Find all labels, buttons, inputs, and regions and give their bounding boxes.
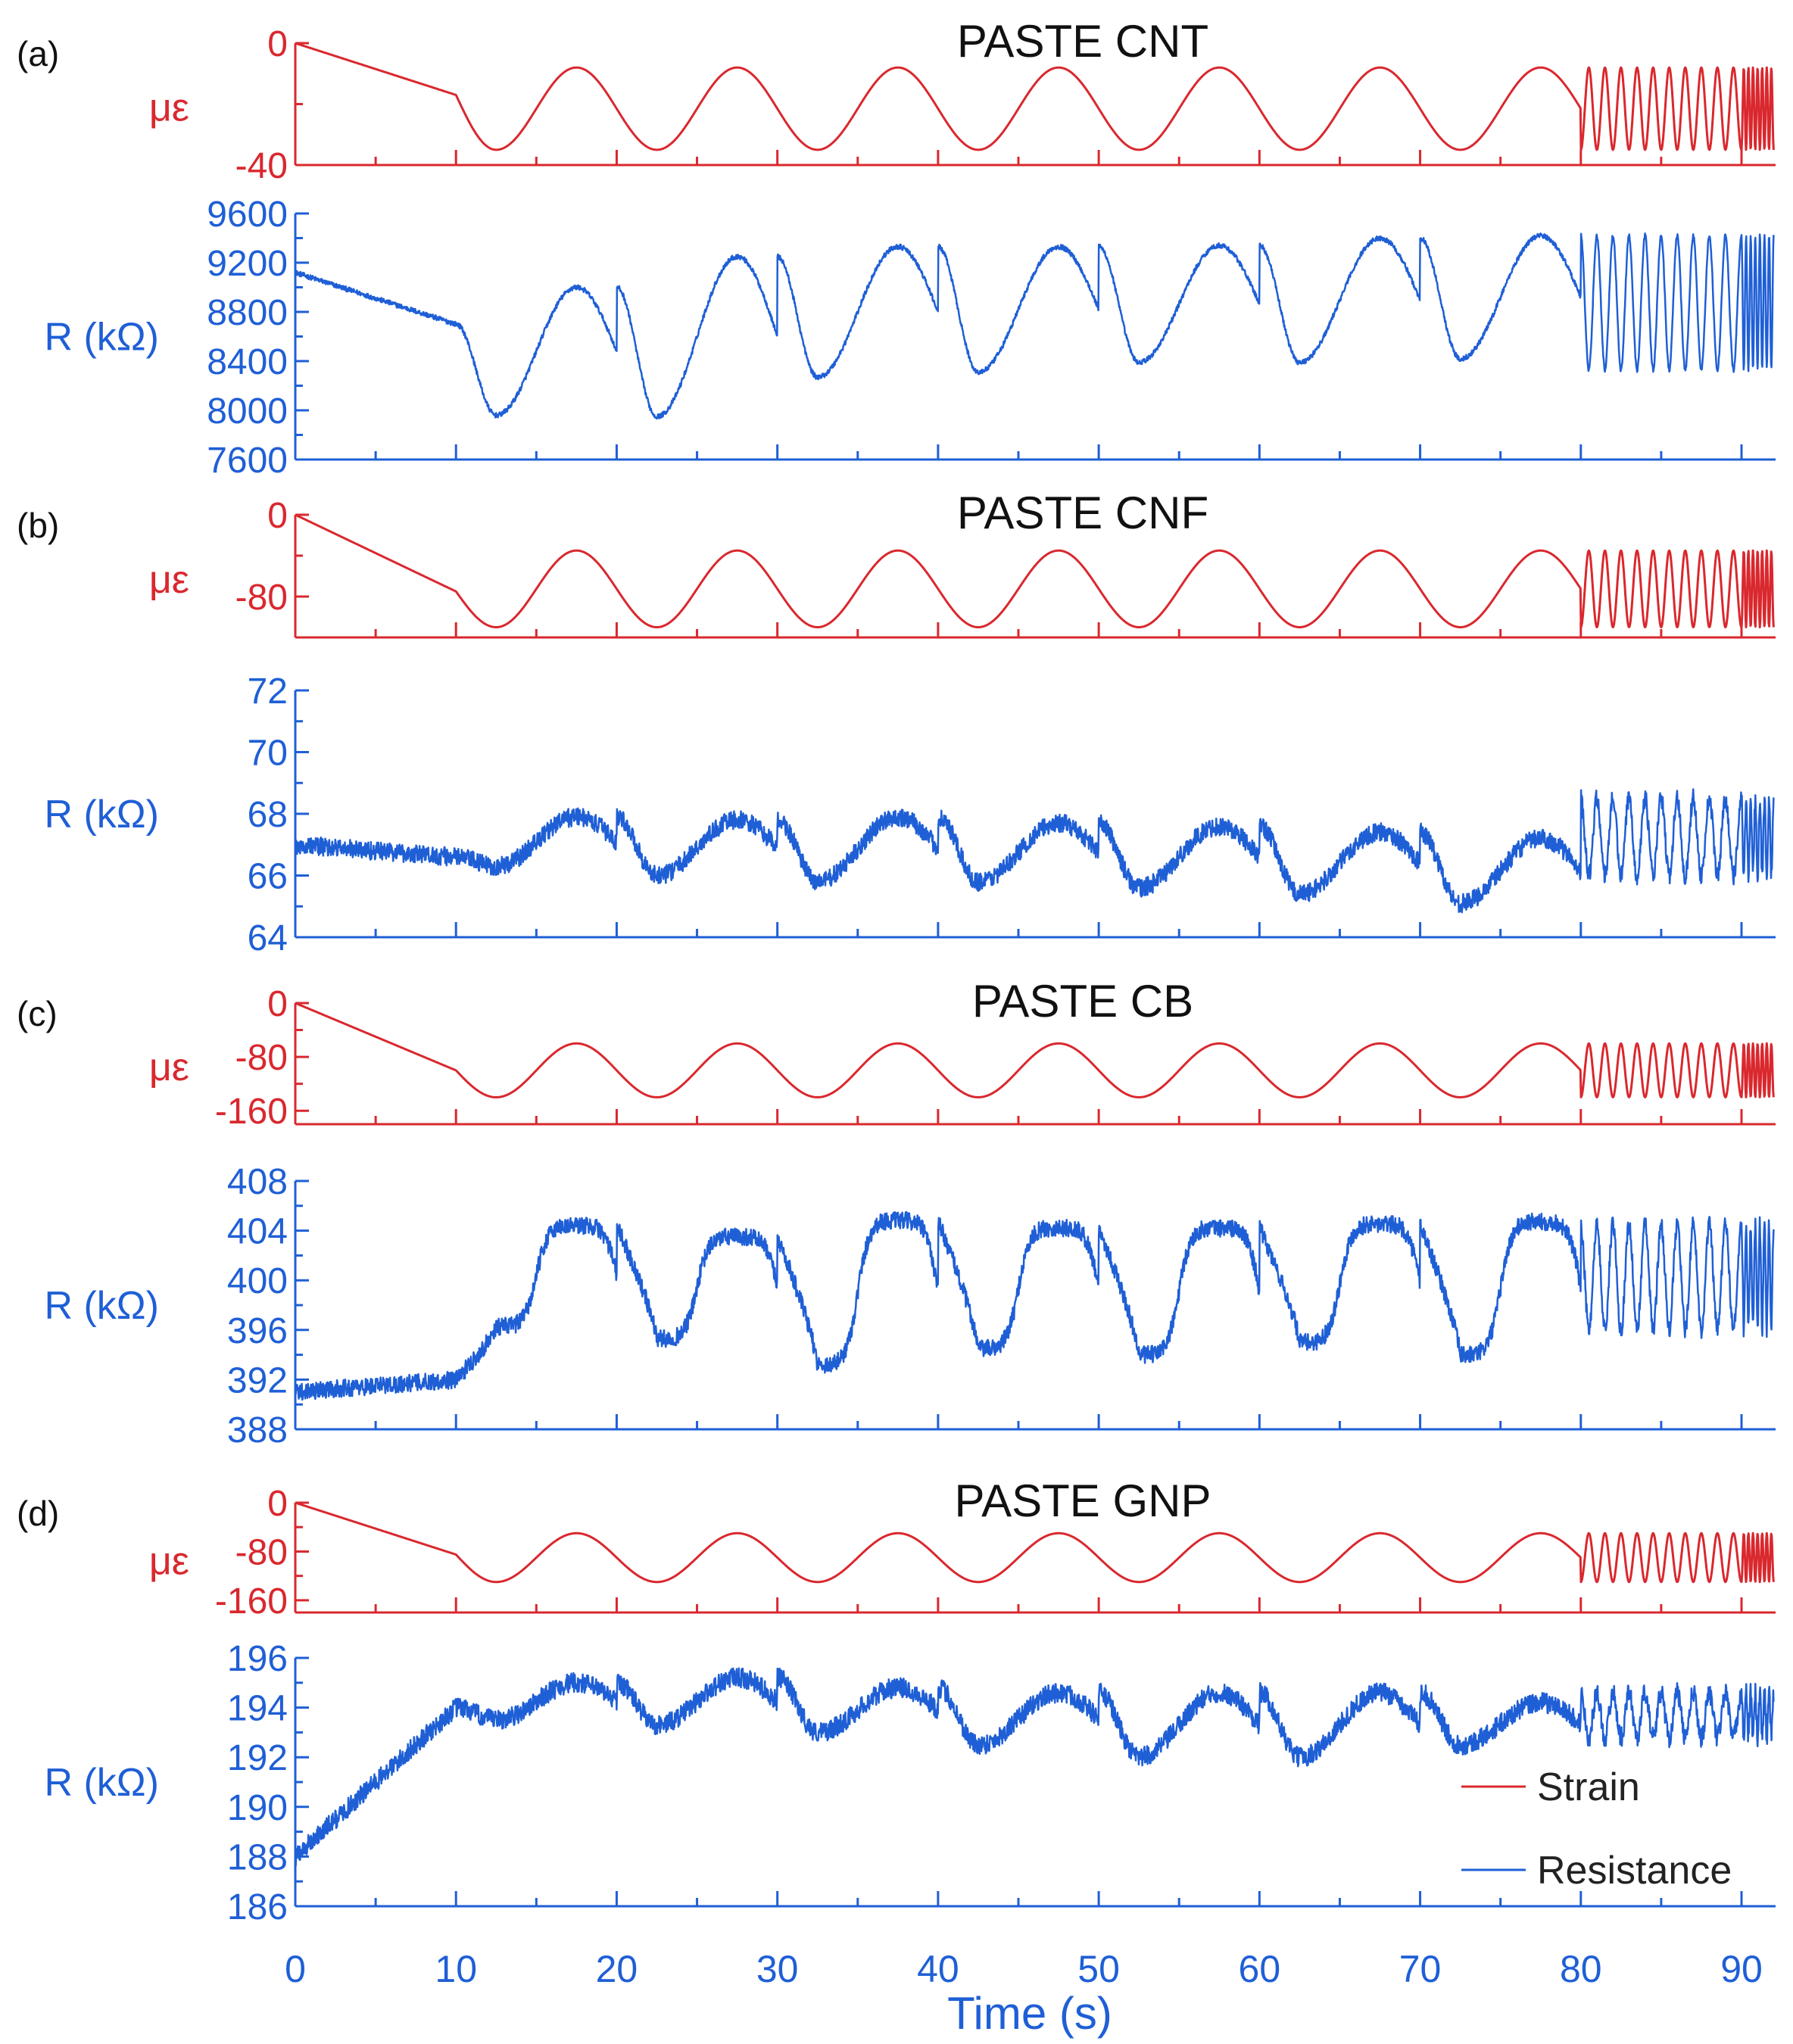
panel-c-resistance-series [294, 1211, 1775, 1401]
panel-b-resistance-y-tick-label: 70 [248, 734, 288, 774]
panel-c-strain-ylabel: με [149, 1045, 189, 1089]
panel-c-resistance-ylabel: R (kΩ) [44, 1284, 159, 1328]
panel-a-strain-y-tick-label: 0 [267, 24, 288, 64]
legend-resistance-label: Resistance [1537, 1849, 1732, 1893]
panel-a-resistance-y-tick-label: 8000 [207, 391, 288, 432]
x-tick-label: 90 [1720, 1948, 1763, 1990]
panel-d-strain-ylabel: με [149, 1540, 189, 1584]
panel-c-resistance-y-tick-label: 388 [227, 1410, 288, 1450]
panel-a-resistance-y-tick-label: 8800 [207, 293, 288, 333]
panel-c-title: PASTE CB [972, 976, 1193, 1027]
panel-a-title: PASTE CNT [957, 16, 1208, 67]
panel-c-label: (c) [17, 994, 58, 1033]
x-tick-label: 50 [1077, 1948, 1120, 1990]
panel-d-resistance-y-tick-label: 194 [227, 1689, 288, 1729]
panel-b-resistance-y-tick-label: 64 [248, 918, 288, 958]
panel-c-strain-y-tick-label: -160 [215, 1092, 288, 1132]
panel-d-strain-y-tick-label: 0 [267, 1484, 288, 1524]
panel-a-resistance-y-tick-label: 7600 [207, 441, 288, 481]
panel-c-resistance-y-tick-label: 392 [227, 1360, 288, 1401]
panel-b-resistance-series [294, 788, 1775, 914]
panel-c-strain-y-tick-label: 0 [267, 984, 288, 1024]
panel-d-title: PASTE GNP [955, 1475, 1211, 1526]
panel-d-resistance-y-tick-label: 196 [227, 1639, 288, 1679]
panel-b-strain-series [295, 513, 1775, 628]
panel-a-label: (a) [17, 34, 59, 73]
panel-c-resistance-y-tick-label: 408 [227, 1162, 288, 1202]
panel-c-strain-series [295, 1002, 1775, 1098]
panel-b-resistance-y-tick-label: 72 [248, 671, 288, 712]
panel-a-strain-ylabel: με [149, 86, 189, 130]
x-tick-label: 40 [917, 1948, 959, 1990]
panel-a-resistance-ylabel: R (kΩ) [44, 316, 159, 360]
panel-b-label: (b) [17, 506, 59, 545]
panel-d-strain-y-tick-label: -160 [215, 1581, 288, 1622]
panel-a-strain-series [295, 42, 1775, 151]
panel-d-strain-y-tick-label: -80 [235, 1532, 288, 1572]
panel-b-strain-y-tick-label: -80 [235, 578, 288, 618]
panel-c-strain-y-tick-label: -80 [235, 1038, 288, 1078]
x-tick-label: 70 [1399, 1948, 1442, 1990]
panel-b-resistance-y-tick-label: 68 [248, 795, 288, 835]
panel-d-resistance-y-tick-label: 190 [227, 1788, 288, 1828]
panel-a-strain-y-tick-label: -40 [235, 146, 288, 186]
panel-a-resistance-y-tick-label: 9600 [207, 195, 288, 235]
x-tick-label: 10 [435, 1948, 477, 1990]
panel-c-resistance-y-tick-label: 404 [227, 1212, 288, 1252]
panel-d-resistance-y-tick-label: 188 [227, 1837, 288, 1877]
x-tick-label: 30 [756, 1948, 799, 1990]
x-axis-title: Time (s) [947, 1988, 1112, 2039]
x-tick-label: 0 [285, 1948, 306, 1990]
panel-c-resistance-y-tick-label: 400 [227, 1261, 288, 1301]
panel-b-strain-ylabel: με [149, 558, 189, 602]
legend-strain-label: Strain [1537, 1765, 1640, 1809]
panel-a-resistance-y-tick-label: 9200 [207, 244, 288, 284]
panel-d-resistance-ylabel: R (kΩ) [44, 1761, 159, 1805]
x-tick-label: 80 [1560, 1948, 1602, 1990]
panel-b-title: PASTE CNF [957, 488, 1208, 538]
x-tick-label: 20 [596, 1948, 638, 1990]
panel-b-strain-y-tick-label: 0 [267, 496, 288, 536]
panel-d-label: (d) [17, 1494, 59, 1533]
panel-d-resistance-y-tick-label: 192 [227, 1738, 288, 1778]
panel-a-resistance-series [295, 232, 1775, 420]
panel-d-resistance-y-tick-label: 186 [227, 1887, 288, 1927]
panel-a-resistance-y-tick-label: 8400 [207, 342, 288, 382]
panel-d-strain-series [295, 1501, 1775, 1584]
panel-c-resistance-y-tick-label: 396 [227, 1311, 288, 1351]
panel-d-resistance-series [294, 1667, 1775, 1868]
panel-b-resistance-ylabel: R (kΩ) [44, 793, 159, 837]
x-tick-label: 60 [1239, 1948, 1281, 1990]
panel-b-resistance-y-tick-label: 66 [248, 857, 288, 897]
